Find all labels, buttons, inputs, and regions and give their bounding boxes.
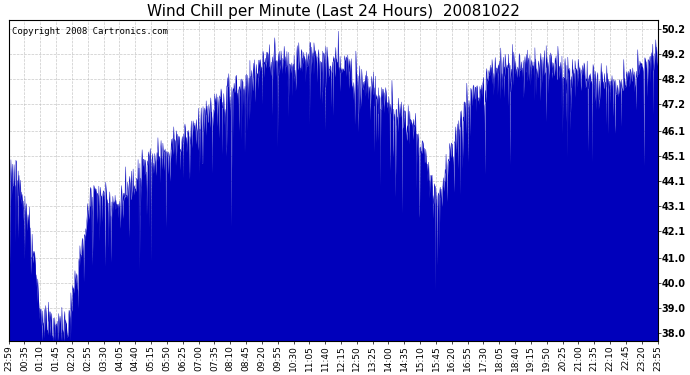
Text: Copyright 2008 Cartronics.com: Copyright 2008 Cartronics.com (12, 27, 168, 36)
Title: Wind Chill per Minute (Last 24 Hours)  20081022: Wind Chill per Minute (Last 24 Hours) 20… (147, 4, 520, 19)
